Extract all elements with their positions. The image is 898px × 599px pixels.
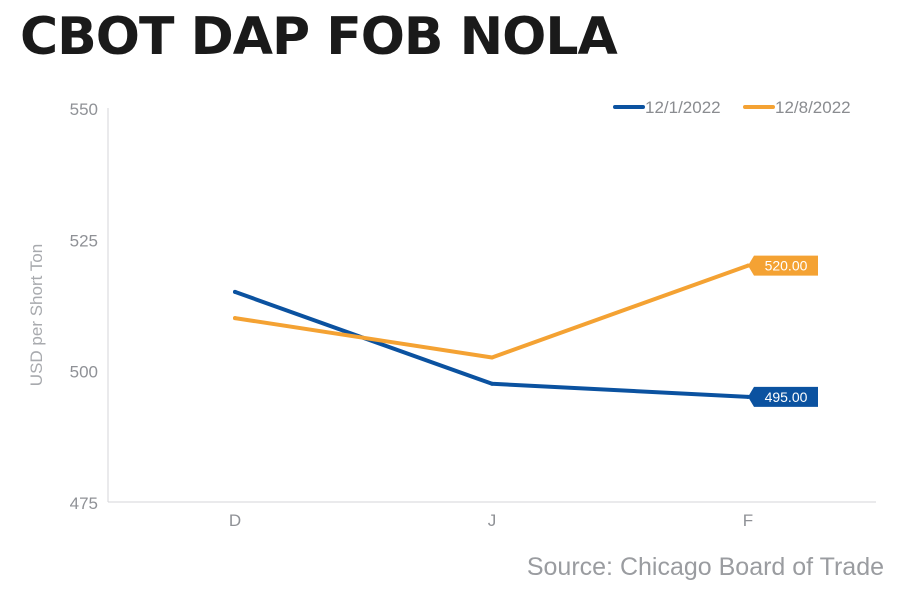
y-tick-label: 500 (70, 363, 98, 382)
end-value-badge (748, 255, 818, 276)
y-tick-label: 550 (70, 100, 98, 119)
x-tick-label: J (488, 511, 497, 530)
x-tick-label: D (229, 511, 241, 530)
legend-label: 12/1/2022 (645, 98, 721, 117)
series-line (233, 263, 750, 360)
axis-ticks: 475 500 525 550 D J F (70, 100, 754, 530)
series-line (233, 289, 750, 399)
y-tick-label: 475 (70, 494, 98, 513)
legend: 12/1/2022 12/8/2022 (613, 98, 851, 117)
data-point (490, 355, 494, 360)
y-axis-label: USD per Short Ton (27, 244, 46, 386)
series-group: 495.00 520.00 (233, 255, 818, 407)
chart-title: CBOT DAP FOB NOLA (20, 7, 618, 67)
data-point (233, 316, 237, 321)
legend-label: 12/8/2022 (775, 98, 851, 117)
data-point (490, 381, 494, 386)
x-tick-label: F (743, 511, 753, 530)
source-note: Source: Chicago Board of Trade (526, 553, 884, 581)
end-value-badge (748, 386, 818, 407)
y-tick-label: 525 (70, 231, 98, 250)
data-point (233, 289, 237, 294)
chart-axes (107, 108, 876, 503)
end-value-label: 495.00 (765, 389, 808, 405)
end-value-label: 520.00 (765, 258, 808, 274)
